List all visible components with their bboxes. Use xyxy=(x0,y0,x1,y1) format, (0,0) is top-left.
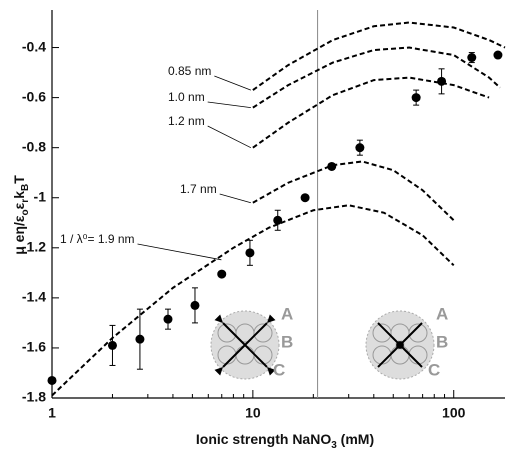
leader-line xyxy=(214,75,252,91)
xlabel-part: 3 xyxy=(331,440,337,451)
y-tick-label: -0.8 xyxy=(22,138,46,154)
y-tick-label: -1.4 xyxy=(22,289,46,305)
inset-arrow xyxy=(222,344,246,368)
data-point xyxy=(245,248,255,258)
data-point xyxy=(273,215,283,225)
data-point xyxy=(217,269,227,279)
curve-label: 0.85 nm xyxy=(168,64,211,78)
ylabel-part: T xyxy=(11,175,27,184)
inset-detail xyxy=(253,323,273,343)
xlabel-part: (mM) xyxy=(337,431,374,447)
y-tick-label: -0.6 xyxy=(22,88,46,104)
data-point xyxy=(467,53,477,63)
y-axis-label: μ eη/εoεrkBT xyxy=(11,175,31,255)
data-point xyxy=(47,375,57,385)
data-point xyxy=(355,143,365,153)
curve-label: 1.7 nm xyxy=(180,182,217,196)
inset-arrowhead xyxy=(214,314,223,323)
inset-detail xyxy=(408,323,428,343)
x-tick-label: 100 xyxy=(442,405,466,421)
inset-arrowhead xyxy=(214,367,223,376)
ylabel-part: k xyxy=(11,191,27,199)
data-point xyxy=(437,76,447,86)
curve-label: 1 / λ⁰= 1.9 nm xyxy=(60,232,135,246)
leader-line xyxy=(219,193,251,204)
y-tick-label: -1.8 xyxy=(22,389,46,405)
inset-label: C xyxy=(273,360,285,379)
model-curve xyxy=(252,76,490,149)
inset-arrowhead xyxy=(267,314,276,323)
model-curve xyxy=(51,204,455,397)
inset-arrowhead xyxy=(267,367,276,376)
y-tick-label: -0.4 xyxy=(22,38,46,54)
data-point xyxy=(135,334,145,344)
leader-line xyxy=(207,101,251,109)
inset-arrow xyxy=(222,322,246,346)
inset-label: A xyxy=(436,304,448,323)
inset-label: B xyxy=(281,332,293,351)
ylabel-part: ε xyxy=(11,202,27,209)
ylabel-part: r xyxy=(20,199,31,203)
data-point xyxy=(327,161,337,171)
data-point xyxy=(411,93,421,103)
y-tick-label: -1.6 xyxy=(22,339,46,355)
x-axis-label: Ionic strength NaNO3 (mM) xyxy=(196,431,374,451)
ylabel-part: μ eη/ε xyxy=(11,215,27,255)
inset-label: C xyxy=(428,360,440,379)
xlabel-part: Ionic strength NaNO xyxy=(196,431,331,447)
model-curve xyxy=(252,21,506,91)
leader-line xyxy=(137,243,222,261)
model-curve xyxy=(252,160,455,221)
inset-arrow xyxy=(244,344,268,368)
data-point xyxy=(190,300,200,310)
inset-label: A xyxy=(281,304,293,323)
ylabel-part: o xyxy=(20,209,31,215)
data-point xyxy=(163,314,173,324)
x-tick-label: 1 xyxy=(48,405,56,421)
leader-line xyxy=(207,125,252,149)
curve-label: 1.0 nm xyxy=(168,90,205,104)
model-curve xyxy=(252,46,501,109)
inset-arrowhead xyxy=(395,340,404,349)
x-tick-label: 10 xyxy=(245,405,261,421)
y-tick-label: -1 xyxy=(34,188,47,204)
curve-label: 1.2 nm xyxy=(168,114,205,128)
data-point xyxy=(300,193,310,203)
ylabel-part: B xyxy=(20,184,31,191)
y-tick-label: -1.2 xyxy=(22,239,46,255)
data-point xyxy=(107,340,117,350)
inset-label: B xyxy=(436,332,448,351)
data-point xyxy=(493,50,503,60)
inset-arrow xyxy=(244,322,268,346)
